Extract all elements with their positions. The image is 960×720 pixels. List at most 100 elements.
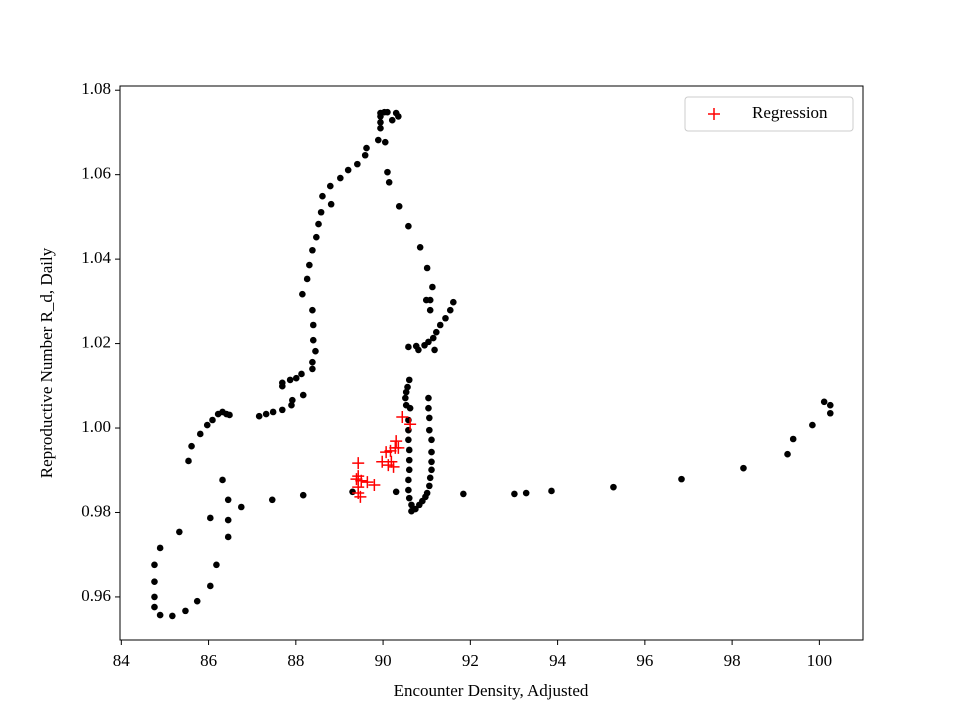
dot-marker xyxy=(426,296,434,304)
dot-marker xyxy=(312,347,319,355)
dot-marker xyxy=(433,328,440,336)
dot-marker xyxy=(226,411,233,419)
dot-marker xyxy=(176,528,183,536)
dot-marker xyxy=(354,160,361,168)
dot-marker xyxy=(309,336,317,344)
dot-marker xyxy=(405,486,412,494)
dot-marker xyxy=(460,490,467,498)
dot-marker xyxy=(303,275,311,283)
dot-marker xyxy=(196,430,204,438)
dot-marker xyxy=(327,200,335,208)
dot-marker xyxy=(426,426,433,434)
plus-marker xyxy=(352,457,365,470)
dot-marker xyxy=(511,490,518,498)
dot-marker xyxy=(151,593,158,601)
dot-marker xyxy=(395,203,403,210)
x-axis-label: Encounter Density, Adjusted xyxy=(394,681,589,700)
dot-marker xyxy=(309,246,316,254)
legend-label: Regression xyxy=(752,103,828,122)
dot-marker xyxy=(402,388,410,396)
dot-marker xyxy=(169,612,176,620)
plus-marker xyxy=(404,418,417,431)
dot-marker xyxy=(425,404,432,412)
dot-marker xyxy=(429,334,437,342)
y-tick-label: 1.00 xyxy=(81,417,111,436)
dot-marker xyxy=(298,370,305,378)
plus-marker xyxy=(350,473,363,486)
dot-marker xyxy=(203,421,211,429)
dot-marker xyxy=(405,446,413,454)
dot-marker xyxy=(402,394,409,402)
dot-marker xyxy=(381,138,389,146)
plus-marker xyxy=(387,460,400,473)
y-tick-label: 1.08 xyxy=(81,79,111,98)
legend-marker xyxy=(708,108,720,120)
dot-marker xyxy=(610,483,617,491)
plus-marker xyxy=(355,474,368,487)
dot-marker xyxy=(213,561,220,569)
dot-marker xyxy=(156,544,164,552)
y-axis-label: Reproductive Number R_d, Daily xyxy=(37,247,56,478)
plus-marker xyxy=(361,476,374,489)
dot-marker xyxy=(442,314,449,322)
y-tick-label: 0.98 xyxy=(81,501,111,520)
dot-marker xyxy=(426,482,433,490)
dot-marker xyxy=(789,435,797,443)
y-tick-label: 0.96 xyxy=(81,586,111,605)
dot-marker xyxy=(224,533,232,541)
y-tick-label: 1.02 xyxy=(81,332,111,351)
x-tick-label: 96 xyxy=(636,651,653,670)
dot-marker xyxy=(299,290,306,298)
dot-marker xyxy=(405,222,412,230)
dot-marker xyxy=(522,489,530,497)
dot-marker xyxy=(185,457,192,465)
dot-marker xyxy=(406,404,414,412)
dot-marker xyxy=(416,244,424,251)
dot-marker xyxy=(428,466,435,474)
dot-marker xyxy=(209,416,216,424)
dot-marker xyxy=(405,494,413,502)
dot-marker xyxy=(156,611,164,619)
dot-marker xyxy=(224,496,232,504)
plus-marker xyxy=(384,444,397,457)
dot-marker xyxy=(428,448,435,456)
dot-marker xyxy=(313,233,320,241)
dot-marker xyxy=(408,507,415,515)
dot-marker xyxy=(377,124,384,132)
dot-marker xyxy=(405,476,412,484)
dot-marker xyxy=(207,514,214,522)
dot-marker xyxy=(404,383,411,391)
dot-marker xyxy=(292,374,300,382)
dot-marker xyxy=(278,406,286,414)
dot-marker xyxy=(317,208,325,216)
dot-marker xyxy=(809,421,816,429)
dot-marker xyxy=(151,603,158,611)
dot-marker xyxy=(309,358,316,366)
dot-marker xyxy=(151,561,158,569)
dot-marker xyxy=(784,450,791,458)
x-tick-label: 84 xyxy=(113,651,131,670)
plus-marker xyxy=(392,441,405,454)
dot-marker xyxy=(374,136,382,144)
x-tick-label: 88 xyxy=(287,651,304,670)
dot-marker xyxy=(405,436,412,444)
plot-frame xyxy=(119,85,864,641)
dot-marker xyxy=(286,376,294,384)
dot-marker xyxy=(826,401,834,409)
dot-marker xyxy=(408,501,415,509)
dot-marker xyxy=(425,394,432,402)
dot-marker xyxy=(151,578,158,586)
y-tick-label: 1.04 xyxy=(81,248,111,267)
plus-marker xyxy=(368,479,381,492)
dot-marker xyxy=(182,607,189,615)
y-tick-label: 1.06 xyxy=(81,164,111,183)
dot-marker xyxy=(423,264,431,272)
plus-marker xyxy=(390,435,403,448)
dot-marker xyxy=(309,365,316,373)
dot-marker xyxy=(237,503,245,511)
dot-marker xyxy=(278,379,286,387)
dot-marker xyxy=(426,474,434,482)
x-tick-label: 90 xyxy=(375,651,392,670)
dot-marker xyxy=(299,391,307,399)
x-tick-label: 86 xyxy=(200,651,217,670)
